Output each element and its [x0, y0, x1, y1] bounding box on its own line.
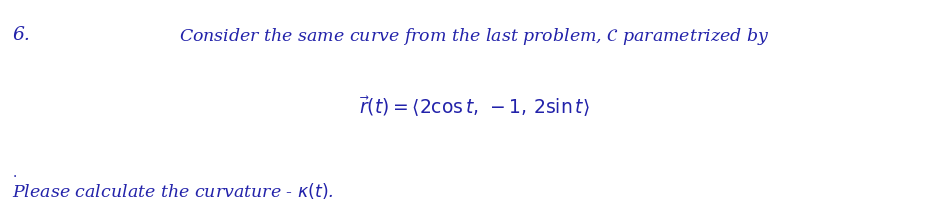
- Text: 6.: 6.: [12, 26, 30, 44]
- Text: $\vec{r}(t) = \langle 2\cos t,\, -1,\, 2\sin t\rangle$: $\vec{r}(t) = \langle 2\cos t,\, -1,\, 2…: [359, 95, 590, 118]
- Text: .: .: [12, 166, 16, 180]
- Text: Please calculate the curvature - $\kappa(t)$.: Please calculate the curvature - $\kappa…: [12, 181, 334, 201]
- Text: Consider the same curve from the last problem, $\mathcal{C}$ parametrized by: Consider the same curve from the last pr…: [179, 26, 770, 47]
